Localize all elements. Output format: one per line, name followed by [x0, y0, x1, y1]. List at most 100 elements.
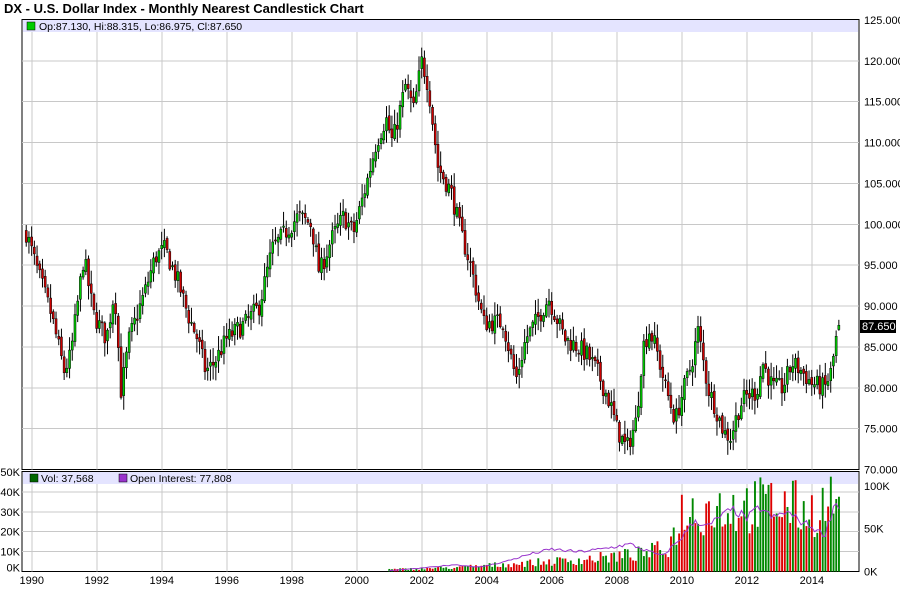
- candle-body: [182, 289, 185, 294]
- volume-bar: [496, 566, 499, 572]
- volume-bar: [791, 480, 794, 572]
- candle-body: [100, 321, 104, 324]
- volume-bar: [461, 565, 464, 572]
- candle-body: [127, 331, 131, 353]
- candle-body: [168, 251, 172, 270]
- candle-body: [206, 367, 209, 371]
- volume-bar: [575, 565, 578, 572]
- candle-body: [450, 184, 453, 189]
- candle-body: [591, 357, 594, 360]
- candle-body: [187, 310, 191, 324]
- volume-bar: [477, 566, 480, 572]
- candle-body: [753, 388, 757, 401]
- candle-body: [149, 270, 153, 283]
- time-tick-label: 1994: [150, 575, 174, 587]
- volume-bar: [410, 568, 412, 572]
- candle-body: [528, 327, 532, 337]
- candle-body: [27, 236, 31, 243]
- candle-body: [726, 428, 730, 441]
- volume-bar: [783, 491, 786, 572]
- candle-body: [620, 436, 624, 445]
- volume-bar: [735, 530, 737, 572]
- candle-body: [398, 105, 402, 130]
- candle-body: [675, 408, 678, 422]
- candle-body: [767, 368, 770, 386]
- volume-bar: [540, 564, 542, 572]
- candle-body: [368, 171, 372, 178]
- candle-body: [650, 332, 654, 342]
- candle-body: [490, 320, 494, 332]
- volume-bar: [678, 533, 681, 572]
- candlestick-series: [24, 47, 841, 456]
- volume-bar: [748, 533, 751, 572]
- candle-body: [737, 415, 740, 420]
- candle-body: [257, 304, 261, 316]
- candle-body: [379, 138, 383, 145]
- volume-bar: [745, 488, 748, 572]
- volume-bar: [634, 560, 637, 572]
- candle-body: [815, 375, 819, 386]
- volume-bar: [469, 564, 472, 572]
- candle-body: [588, 346, 591, 360]
- volume-bar: [653, 545, 656, 572]
- candle-body: [639, 375, 643, 408]
- volume-bar: [420, 567, 423, 572]
- candle-body: [582, 338, 586, 360]
- volume-legend-label: Vol: 37,568: [41, 473, 94, 485]
- volume-bar: [827, 506, 830, 572]
- candle-body: [54, 318, 58, 335]
- candle-body: [702, 342, 705, 361]
- volume-bar: [740, 516, 743, 572]
- candle-body: [282, 225, 285, 228]
- candle-body: [796, 357, 800, 374]
- candle-body: [585, 345, 589, 359]
- volume-bar: [670, 536, 672, 572]
- candle-body: [677, 407, 681, 416]
- candle-body: [165, 238, 169, 250]
- candle-body: [255, 302, 258, 306]
- time-tick-label: 1992: [85, 575, 109, 587]
- candle-body: [461, 216, 464, 232]
- candle-body: [374, 151, 377, 162]
- volume-bar: [651, 542, 654, 572]
- volume-bar: [458, 566, 461, 572]
- candle-body: [73, 314, 77, 342]
- candle-body: [268, 252, 272, 270]
- candle-body: [731, 430, 735, 440]
- candle-body: [377, 145, 380, 152]
- candle-body: [387, 115, 391, 131]
- candle-body: [309, 222, 312, 228]
- candle-body: [230, 330, 234, 337]
- price-tick-label: 75.000: [864, 424, 898, 436]
- candle-body: [228, 328, 231, 340]
- price-tick-label: 80.000: [864, 383, 898, 395]
- candle-body: [49, 297, 52, 314]
- volume-bar: [718, 493, 721, 572]
- volume-bar: [488, 563, 491, 572]
- candle-body: [615, 415, 619, 421]
- volume-bar: [426, 567, 429, 572]
- candle-body: [471, 260, 475, 275]
- volume-bar: [751, 524, 754, 572]
- volume-axis: 50K 40K 30K 20K 10K 0K: [0, 467, 20, 575]
- volume-bar: [697, 523, 700, 572]
- candle-body: [290, 232, 293, 238]
- candle-body: [138, 303, 142, 319]
- candle-body: [252, 303, 256, 312]
- candle-body: [81, 269, 85, 278]
- candle-body: [401, 92, 405, 108]
- candle-body: [325, 256, 329, 268]
- candle-body: [563, 330, 567, 342]
- volume-bar: [618, 551, 621, 572]
- volume-bar: [737, 517, 740, 572]
- candle-body: [764, 363, 767, 369]
- volume-bar: [699, 532, 702, 572]
- candle-body: [769, 376, 773, 386]
- oi-tick-label: 0K: [864, 567, 878, 579]
- candle-body: [517, 368, 521, 375]
- candle-body: [108, 322, 112, 329]
- price-tick-label: 95.000: [864, 260, 898, 272]
- volume-bar: [797, 527, 800, 572]
- volume-bar: [764, 493, 767, 572]
- candle-body: [79, 276, 82, 300]
